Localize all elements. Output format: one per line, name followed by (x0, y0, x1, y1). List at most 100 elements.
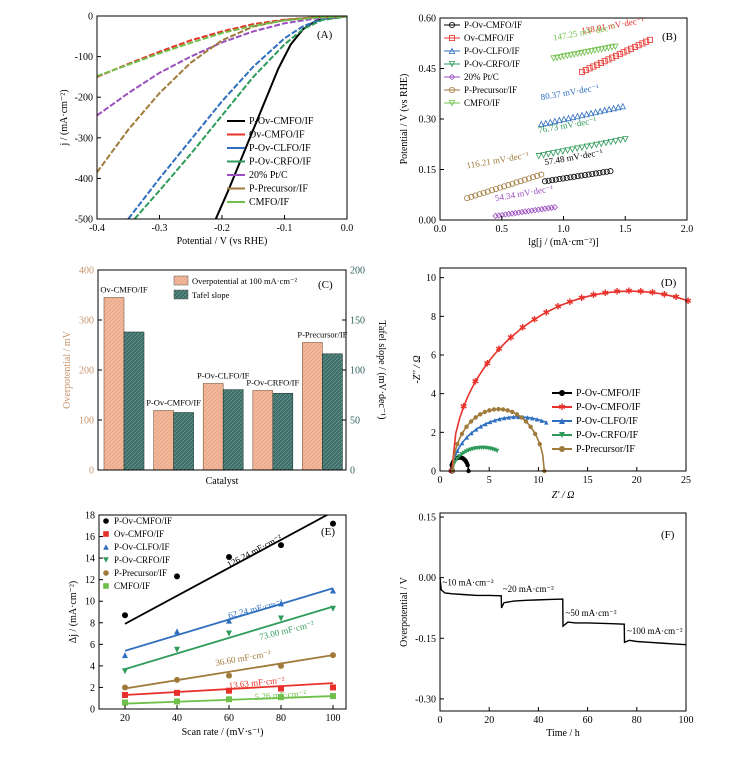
tafel-point (492, 212, 499, 220)
tafel-point (545, 177, 552, 184)
bar-tafel (272, 392, 294, 471)
legend-entry: P-Ov-CMFO/IF (114, 516, 172, 526)
nyquist-point: ✱ (483, 359, 491, 369)
panel-f-frame (439, 512, 687, 712)
nyquist-point (500, 407, 506, 412)
y-axis-title: Overpotential / mV (62, 330, 73, 409)
panel-d-xtick-label: 5 (487, 475, 492, 486)
panel-c-right-ytick-label: 0 (350, 466, 355, 477)
panel-a-xtick-label: -0.2 (214, 223, 230, 234)
panel-a: -0.4 -0.3 -0.2 -0.1 0.0 -500 -400 -300 -200 -100 0… (59, 12, 353, 248)
nyquist-point (514, 412, 520, 417)
tafel-point (609, 54, 616, 61)
tafel-point (602, 139, 610, 147)
panel-b-ytick-label: 0.45 (419, 64, 437, 75)
legend-entry: P-Ov-CMFO/IF (464, 20, 522, 30)
tafel-point (563, 174, 570, 181)
legend-marker (559, 418, 565, 424)
nyquist-point (519, 415, 524, 420)
tafel-point (541, 205, 549, 212)
cdl-point (174, 698, 180, 705)
tafel-point (495, 212, 503, 219)
panel-f-letter: (F) (661, 529, 675, 541)
panel-d: ✱✱✱✱✱✱✱✱✱✱✱✱✱✱✱✱✱✱✱✱✱05101520250246810Z'… (412, 267, 692, 501)
panel-f-ytick-label: 0.00 (419, 573, 437, 584)
legend-swatch (173, 289, 189, 300)
bar-overpotential (202, 383, 224, 471)
nyquist-point (464, 435, 470, 440)
cdl-label: 73.00 mF·cm⁻² (258, 619, 315, 642)
panel-b-ytick-label: 0.00 (419, 216, 437, 227)
nyquist-point (468, 419, 474, 424)
nyquist-point: ✱ (507, 332, 515, 342)
tafel-point (570, 51, 578, 58)
nyquist-point: ✱ (542, 307, 550, 317)
panel-f-xtick-label: 0 (438, 715, 443, 726)
tafel-point (646, 36, 653, 43)
panel-f-ytick-label: -0.30 (415, 694, 436, 705)
panel-e-frame (98, 514, 347, 710)
panel-b-xtick-label: 0.5 (496, 224, 509, 235)
panel-b-xtick-label: 1.0 (557, 224, 570, 235)
cdl-point (122, 684, 128, 691)
tafel-point (586, 65, 593, 72)
tafel-point (596, 107, 604, 115)
panel-e-ytick-label: 10 (85, 597, 95, 608)
panel-f-xtick-label: 60 (583, 715, 593, 726)
panel-d-ytick-label: 4 (431, 389, 436, 400)
panel-a-ytick-label: -300 (75, 133, 93, 144)
tafel-point (592, 170, 599, 177)
panel-f: 0 20 40 60 80 100 -0.30 -0.15 0.00 0.15 Time / h Ov… (399, 512, 694, 739)
bar-category-label: P-Ov-CRFO/IF (246, 378, 299, 388)
nyquist-point (511, 414, 516, 420)
panel-a-xtick-label: -0.1 (277, 223, 293, 234)
nyquist-point (492, 418, 498, 423)
tafel-point (497, 184, 504, 191)
legend-entry: Tafel slope (192, 290, 230, 300)
panel-c-ytick-label: 400 (79, 266, 94, 277)
y-axis-title: Δj / (mA·cm⁻²) (68, 581, 79, 643)
panel-e-ytick-label: 4 (90, 661, 95, 672)
tafel-point (560, 115, 568, 123)
y-axis-title: Potential / V (vs RHE) (399, 74, 410, 165)
cdl-point (174, 628, 180, 635)
legend-entry: Ov-CMFO/IF (114, 529, 164, 539)
legend-entry: P-Ov-CRFO/IF (464, 59, 520, 69)
legend-marker (559, 432, 565, 438)
tafel-point (525, 175, 532, 182)
tafel-point (631, 43, 638, 50)
nyquist-point (487, 408, 492, 413)
x-axis-title: Potential / V (vs RHE) (177, 236, 268, 247)
tafel-point (581, 172, 588, 179)
panel-e-ytick-label: 6 (90, 640, 95, 651)
tafel-point (513, 179, 520, 186)
tafel-point (574, 112, 581, 120)
panel-a-ytick-label: 0 (88, 12, 93, 23)
legend-entry: CMFO/IF (464, 98, 500, 108)
tafel-point (557, 54, 564, 61)
bar-overpotential (252, 390, 274, 471)
panel-a-xtick-label: 0.0 (341, 223, 354, 234)
panel-e-ytick-label: 2 (90, 683, 95, 694)
tafel-point (488, 187, 495, 194)
panel-e-xtick-label: 80 (276, 713, 286, 724)
tafel-point (585, 171, 592, 178)
tafel-point (525, 207, 532, 215)
tafel-point (643, 38, 650, 45)
tafel-point (556, 176, 563, 183)
tafel-point (615, 103, 622, 111)
panel-d-ytick-label: 10 (426, 273, 436, 284)
legend-entry: P-Ov-CMFO/IF (576, 388, 641, 399)
tafel-point (565, 114, 572, 122)
tafel-point (538, 205, 545, 213)
tafel-point (635, 42, 642, 49)
tafel-point (600, 169, 607, 176)
legend-marker (448, 47, 456, 54)
tafel-point (601, 45, 609, 53)
bar-category-label: Ov-CMFO/IF (100, 285, 148, 295)
panel-a-ytick-label: -500 (75, 215, 93, 226)
legend-marker (103, 531, 109, 537)
panel-d-xtick-label: 20 (632, 475, 642, 486)
stability-curve (439, 577, 687, 646)
